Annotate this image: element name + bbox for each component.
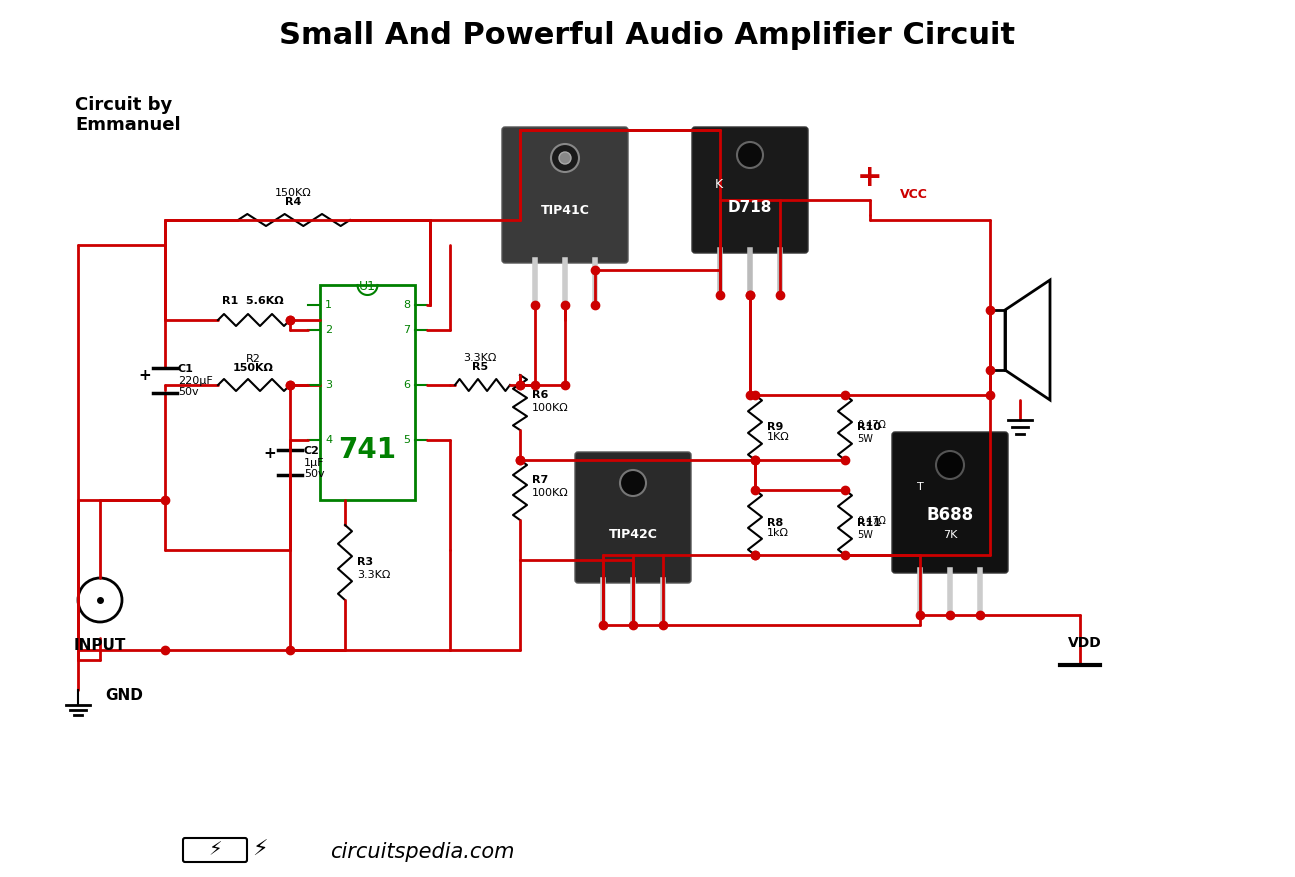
Text: 3.3KΩ: 3.3KΩ xyxy=(357,570,390,580)
Text: C2: C2 xyxy=(304,446,320,456)
Text: C1: C1 xyxy=(177,364,194,374)
Text: 3.3KΩ: 3.3KΩ xyxy=(464,353,497,363)
Text: R8: R8 xyxy=(767,517,783,527)
FancyBboxPatch shape xyxy=(575,452,692,583)
Text: Small And Powerful Audio Amplifier Circuit: Small And Powerful Audio Amplifier Circu… xyxy=(278,20,1015,49)
Text: 8: 8 xyxy=(403,300,411,310)
Text: 1kΩ: 1kΩ xyxy=(767,527,789,538)
Text: GND: GND xyxy=(105,688,142,702)
Text: 5: 5 xyxy=(403,435,411,445)
FancyBboxPatch shape xyxy=(692,127,808,253)
Text: TIP41C: TIP41C xyxy=(540,203,589,217)
Text: 220µF: 220µF xyxy=(177,376,212,386)
Text: 100KΩ: 100KΩ xyxy=(532,403,569,413)
Text: 4: 4 xyxy=(325,435,332,445)
Text: R4: R4 xyxy=(285,197,302,207)
Text: R10: R10 xyxy=(857,423,881,432)
Text: R9: R9 xyxy=(767,423,783,432)
Text: U1: U1 xyxy=(359,280,376,293)
Text: 6: 6 xyxy=(403,380,411,390)
Text: 7K: 7K xyxy=(943,530,957,540)
Text: 0.47Ω: 0.47Ω xyxy=(857,420,886,431)
Text: B688: B688 xyxy=(926,506,974,524)
Text: R2: R2 xyxy=(246,354,260,364)
Text: 1µF: 1µF xyxy=(304,458,325,468)
Text: R5: R5 xyxy=(471,362,488,372)
Text: +: + xyxy=(264,446,276,461)
Text: 50v: 50v xyxy=(304,469,325,479)
Text: 7: 7 xyxy=(403,325,411,335)
FancyBboxPatch shape xyxy=(183,838,247,862)
Circle shape xyxy=(559,152,571,164)
Text: ⚡: ⚡ xyxy=(253,840,268,860)
Text: circuitspedia.com: circuitspedia.com xyxy=(330,842,514,862)
Text: D718: D718 xyxy=(728,201,772,216)
Text: Circuit by
Emmanuel: Circuit by Emmanuel xyxy=(75,96,180,134)
Text: +: + xyxy=(139,367,152,382)
Text: T: T xyxy=(917,482,923,492)
Text: R11: R11 xyxy=(857,517,881,527)
Text: 0.47Ω: 0.47Ω xyxy=(857,516,886,525)
FancyBboxPatch shape xyxy=(502,127,628,263)
Circle shape xyxy=(936,451,963,479)
Text: ⚡: ⚡ xyxy=(208,840,221,859)
Text: R1  5.6KΩ: R1 5.6KΩ xyxy=(223,296,284,306)
Text: 150KΩ: 150KΩ xyxy=(233,363,273,373)
FancyBboxPatch shape xyxy=(892,432,1008,573)
Text: 741: 741 xyxy=(338,436,396,464)
Text: 2: 2 xyxy=(325,325,332,335)
Text: 100KΩ: 100KΩ xyxy=(532,488,569,498)
Circle shape xyxy=(550,144,579,172)
Text: +: + xyxy=(857,163,883,192)
Text: INPUT: INPUT xyxy=(74,638,126,653)
Text: VDD: VDD xyxy=(1068,636,1102,650)
Text: K: K xyxy=(715,179,723,191)
Text: VCC: VCC xyxy=(900,189,929,202)
Text: 1KΩ: 1KΩ xyxy=(767,432,790,443)
Text: 5W: 5W xyxy=(857,530,873,539)
Text: 5W: 5W xyxy=(857,434,873,445)
Text: R6: R6 xyxy=(532,390,548,400)
Circle shape xyxy=(737,142,763,168)
Text: 50v: 50v xyxy=(177,387,198,397)
Text: R3: R3 xyxy=(357,557,373,567)
Text: 3: 3 xyxy=(325,380,332,390)
Text: R7: R7 xyxy=(532,475,548,485)
FancyBboxPatch shape xyxy=(320,285,414,500)
Circle shape xyxy=(620,470,646,496)
Text: 1: 1 xyxy=(325,300,332,310)
Text: 150KΩ: 150KΩ xyxy=(275,188,311,198)
Text: TIP42C: TIP42C xyxy=(609,529,658,541)
